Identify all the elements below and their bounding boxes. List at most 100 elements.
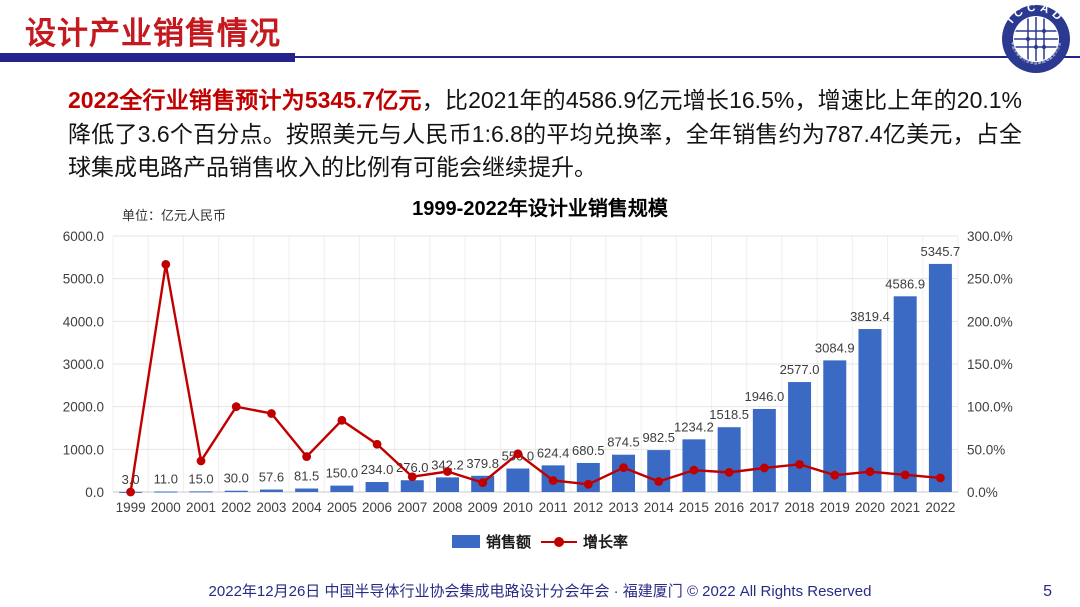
growth-point-2009 [478,478,488,488]
chart-unit-label: 单位：亿元人民币 [122,208,227,223]
year-label-2008: 2008 [432,500,462,515]
bar-2019 [823,360,847,492]
year-label-2009: 2009 [468,500,498,515]
bar-label-2000: 11.0 [154,472,178,487]
bar-label-2009: 379.8 [466,456,499,471]
legend-item-growth: 增长率 [541,531,628,552]
year-label-2022: 2022 [925,500,955,515]
bar-label-2008: 342.2 [431,457,464,472]
growth-point-2004 [302,452,312,461]
year-label-2015: 2015 [679,500,709,515]
right-axis-tick: 150.0% [967,357,1013,372]
legend-item-sales: 销售额 [451,531,531,552]
legend-label-growth: 增长率 [583,534,629,551]
bar-label-2002: 30.0 [224,471,249,486]
year-label-2005: 2005 [327,500,357,515]
year-label-2013: 2013 [608,500,638,515]
bar-2005 [330,485,354,492]
bar-2007 [400,480,424,492]
left-axis-tick: 1000.0 [63,442,104,457]
page-title: 设计产业销售情况 [25,16,281,51]
bar-2002 [224,490,248,492]
iccad-logo-icon: ICCAD 中国半导体行业协会集成电路设计分会 [1002,3,1070,73]
growth-point-2017 [759,463,769,473]
bar-2014 [647,450,671,492]
growth-point-2006 [372,439,382,449]
growth-point-2014 [654,477,664,486]
bar-2001 [189,491,213,493]
bar-label-2012: 680.5 [572,443,605,458]
bar-label-2014: 982.5 [642,430,675,445]
year-label-2010: 2010 [503,500,533,515]
right-axis-tick: 50.0% [967,442,1005,457]
chart-section: 单位：亿元人民币 1999-2022年设计业销售规模 0.0 1000.0 2000… [0,196,1080,552]
growth-rate-line [129,264,941,493]
intro-paragraph: 2022全行业销售预计为5345.7亿元，比2021年的4586.9亿元增长16… [68,84,1022,185]
bar-label-2003: 57.6 [259,470,284,485]
left-axis-tick: 0.0 [85,485,104,500]
bar-label-2017: 1946.0 [744,389,784,404]
growth-point-2022 [935,473,945,483]
intro-highlight: 2022全行业销售预计为5345.7亿元 [68,87,422,113]
bar-label-1999: 3.0 [122,472,140,487]
year-label-2017: 2017 [749,500,779,515]
year-label-2018: 2018 [785,500,815,515]
year-label-2019: 2019 [820,500,850,515]
bar-label-2007: 276.0 [396,460,429,475]
bar-2022 [928,263,952,492]
growth-line-marker-icon [541,536,577,547]
legend-label-sales: 销售额 [485,534,531,551]
footer-text: 2022年12月26日 中国半导体行业协会集成电路设计分会年会 · 福建厦门 ©… [208,583,872,600]
growth-point-2012 [583,479,593,489]
growth-point-2016 [724,467,734,477]
growth-point-2013 [619,463,628,473]
year-label-2004: 2004 [292,500,323,515]
bar-2006 [365,482,389,492]
logo-grid-dots [1025,28,1047,50]
sales-growth-combo-chart: 0.0 1000.0 2000.0 3000.0 4000.0 5000.0 6000.0 0… [63,229,1013,515]
bar-2018 [788,382,812,492]
bar-label-2021: 4586.9 [885,276,925,291]
year-label-2011: 2011 [539,500,568,515]
right-axis-tick: 300.0% [967,229,1013,244]
year-label-2020: 2020 [855,500,885,515]
bar-label-2006: 234.0 [361,462,394,477]
bar-2004 [295,488,319,492]
left-axis-tick: 2000.0 [63,400,104,415]
growth-point-2005 [337,415,347,425]
year-label-2021: 2021 [890,500,920,515]
growth-point-2011 [548,476,558,485]
bar-label-2019: 3084.9 [815,340,855,355]
bar-2021 [893,296,917,492]
year-label-2007: 2007 [397,500,427,515]
growth-point-2019 [830,470,840,480]
year-label-2002: 2002 [221,500,251,515]
bar-label-2022: 5345.7 [921,244,961,259]
bar-2008 [435,477,459,492]
year-label-2003: 2003 [256,500,286,515]
growth-point-2000 [161,260,171,269]
right-axis-tick: 100.0% [967,400,1013,415]
header-divider-thin-line [295,56,1080,58]
bar-label-2013: 874.5 [607,435,640,450]
year-label-2012: 2012 [573,500,603,515]
bar-2016 [717,427,741,492]
year-label-2016: 2016 [714,500,744,515]
page-number: 5 [1043,583,1052,600]
left-axis-tick: 4000.0 [63,314,104,329]
bar-label-2016: 1518.5 [709,407,749,422]
bar-label-2015: 1234.2 [674,419,714,434]
year-label-2014: 2014 [644,500,675,515]
bar-label-2011: 624.4 [537,445,570,460]
growth-point-2010 [513,449,523,459]
header-divider-thick-bar [0,53,295,62]
right-axis-tick: 0.0% [967,485,998,500]
bar-label-2005: 150.0 [326,466,359,481]
growth-point-2008 [443,467,452,476]
year-label-2006: 2006 [362,500,392,515]
growth-point-2018 [795,459,804,469]
intro-body: ，比2021年的4586.9亿元增长16.5%，增速比上年的20.1%降低了3.… [68,87,1022,180]
header-divider [0,53,1080,63]
bar-label-2018: 2577.0 [780,362,820,377]
